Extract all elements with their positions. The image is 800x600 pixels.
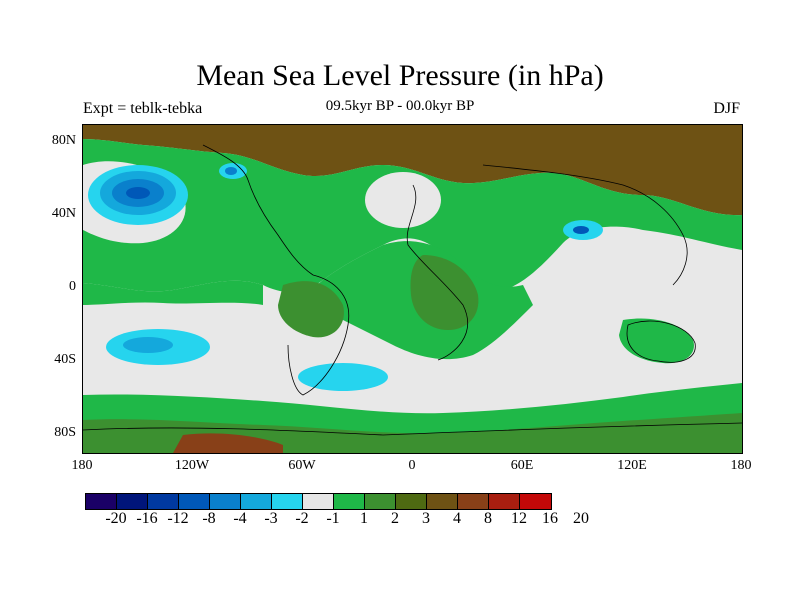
colorbar-tick-label: -20 <box>105 510 127 527</box>
colorbar-tick-label: 8 <box>484 510 492 527</box>
x-tick-label: 180 <box>730 458 752 473</box>
colorbar-swatch <box>179 494 210 509</box>
north-america-coast <box>202 144 314 276</box>
colorbar-swatch <box>303 494 334 509</box>
chart-subtitle: 09.5kyr BP - 00.0kyr BP <box>325 98 475 114</box>
colorbar-swatch <box>365 494 396 509</box>
southeast-pacific-core <box>123 337 173 353</box>
colorbar-tick-label: -8 <box>202 510 216 527</box>
north-pacific-low-core <box>126 187 150 199</box>
x-tick-label: 120W <box>174 458 210 473</box>
colorbar-tick-label: 12 <box>511 510 527 527</box>
y-tick-label: 40N <box>51 206 76 221</box>
colorbar-swatch <box>458 494 489 509</box>
asia-coast <box>482 164 688 286</box>
y-tick-label: 0 <box>69 279 76 294</box>
y-tick-label: 80N <box>51 133 76 148</box>
colorbar-swatch <box>86 494 117 509</box>
south-america-darkgreen <box>278 281 344 338</box>
x-tick-label: 60W <box>288 458 316 473</box>
pressure-map <box>83 125 742 453</box>
x-tick-label: 180 <box>71 458 93 473</box>
colorbar-tick-label: 16 <box>542 510 558 527</box>
y-tick-label: 40S <box>54 352 76 367</box>
colorbar-swatch <box>272 494 303 509</box>
y-tick-label: 80S <box>54 425 76 440</box>
west-green-equator <box>83 280 263 305</box>
europe-africa-coast <box>406 184 468 361</box>
south-gray-band <box>83 285 742 395</box>
colorbar-tick-label: -12 <box>167 510 189 527</box>
colorbar-tick-label: -3 <box>264 510 278 527</box>
colorbar-tick-label: 20 <box>573 510 589 527</box>
x-tick-label: 120E <box>617 458 647 473</box>
colorbar-swatch <box>520 494 551 509</box>
colorbar-tick-label: -16 <box>136 510 158 527</box>
atlantic-gray-blob <box>365 172 441 228</box>
south-america-coast <box>287 274 350 396</box>
x-tick-label: 60E <box>510 458 534 473</box>
colorbar-tick-label: -2 <box>295 510 309 527</box>
hudson-bay-core <box>225 167 237 175</box>
colorbar <box>85 493 552 510</box>
colorbar-tick-label: 2 <box>391 510 399 527</box>
south-atlantic-anomaly <box>298 363 388 391</box>
colorbar-swatch <box>241 494 272 509</box>
x-tick-label: 0 <box>408 458 416 473</box>
colorbar-swatch <box>396 494 427 509</box>
chart-title: Mean Sea Level Pressure (in hPa) <box>196 59 604 92</box>
experiment-label: Expt = teblk-tebka <box>83 100 203 117</box>
map-plot-area <box>82 124 743 454</box>
north-brown-band <box>83 125 742 216</box>
coastlines <box>83 144 742 436</box>
colorbar-swatch <box>210 494 241 509</box>
colorbar-tick-label: 1 <box>360 510 368 527</box>
antarctica-rust-patch <box>173 433 283 453</box>
antarctica-coast <box>83 422 742 436</box>
colorbar-tick-label: 4 <box>453 510 461 527</box>
colorbar-swatch <box>117 494 148 509</box>
tibet-core <box>573 226 589 234</box>
africa-darkgreen <box>410 255 479 330</box>
colorbar-swatch <box>334 494 365 509</box>
colorbar-tick-label: -1 <box>326 510 340 527</box>
colorbar-swatch <box>148 494 179 509</box>
colorbar-swatch <box>489 494 520 509</box>
season-label: DJF <box>713 100 740 117</box>
colorbar-swatch <box>427 494 458 509</box>
colorbar-tick-label: 3 <box>422 510 430 527</box>
australia-coast <box>626 320 696 363</box>
colorbar-tick-label: -4 <box>233 510 247 527</box>
australia-green <box>619 318 694 364</box>
